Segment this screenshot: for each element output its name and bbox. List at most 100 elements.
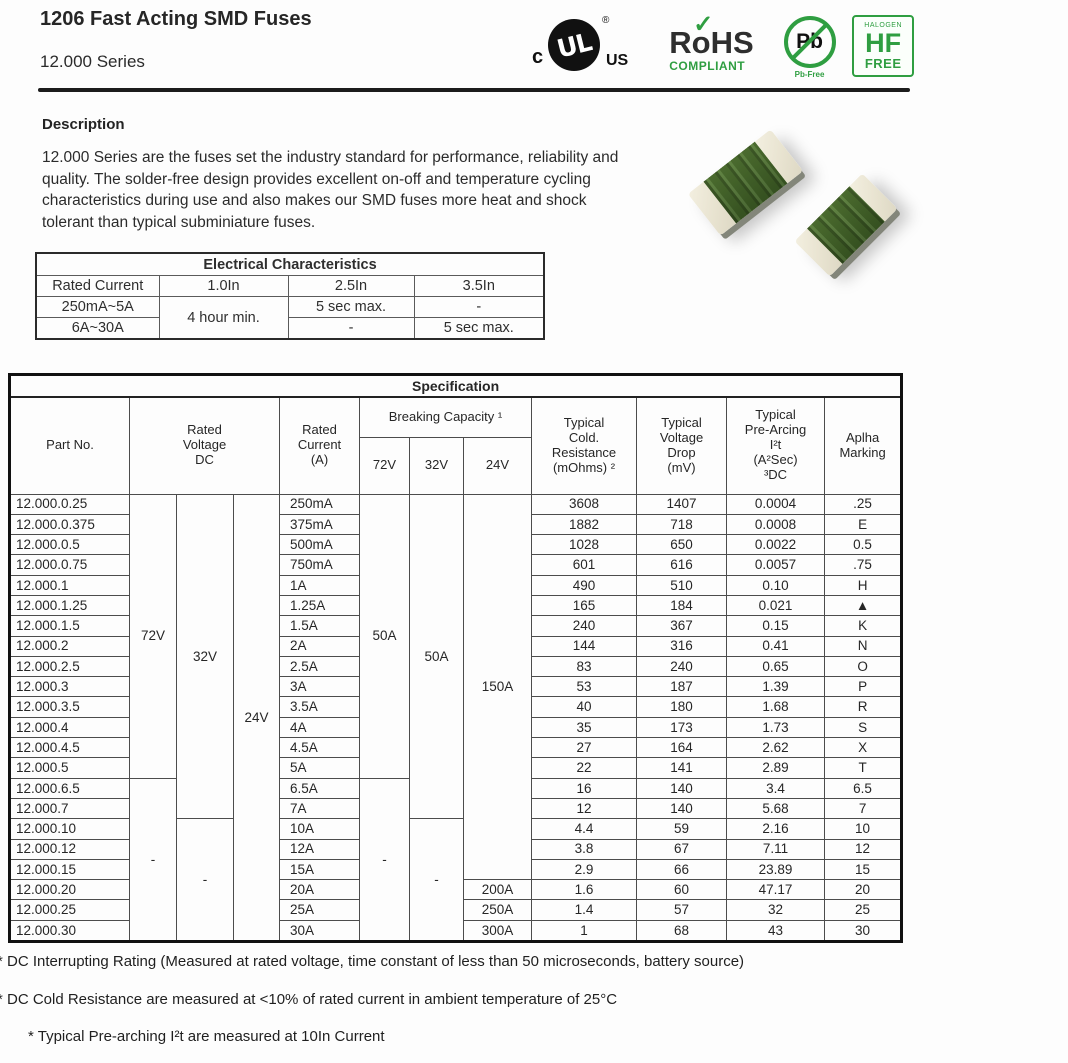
spec-row: 12.000.30 30A 300A 1 68 43 30: [9, 919, 903, 943]
alpha-marking-cell: 12: [823, 838, 903, 860]
col-header-rated-voltage: Rated Voltage DC: [129, 396, 280, 495]
pre-arcing-cell: 32: [726, 899, 825, 921]
alpha-marking-cell: 30: [823, 919, 903, 943]
pre-arcing-cell: 0.0057: [726, 554, 825, 576]
col-header-rated-current: Rated Current (A): [279, 396, 360, 495]
spec-row: 12.000.4 4A 35 173 1.73 S: [9, 716, 903, 739]
part-no-cell: 12.000.7: [9, 797, 130, 820]
part-no-cell: 12.000.0.375: [9, 513, 130, 536]
spec-row: 12.000.2 2A 144 316 0.41 N: [9, 635, 903, 657]
pre-arcing-cell: 23.89: [726, 858, 825, 881]
spec-row: 12.000.15 15A 2.9 66 23.89 15: [9, 858, 903, 881]
part-no-cell: 12.000.30: [9, 919, 130, 943]
breaking-72v-cell: -: [359, 777, 410, 943]
pre-arcing-cell: 2.16: [726, 818, 825, 840]
halogen-free-logo: HALOGEN HF FREE: [852, 15, 914, 77]
part-no-cell: 12.000.6.5: [9, 777, 130, 799]
voltage-drop-cell: 141: [636, 757, 727, 779]
cold-resistance-cell: 144: [531, 635, 637, 657]
part-no-cell: 12.000.4.5: [9, 737, 130, 759]
voltage-drop-cell: 187: [636, 676, 727, 698]
voltage-drop-cell: 367: [636, 615, 727, 637]
elec-col-2-5in: 2.5In: [287, 275, 415, 297]
elec-2-5in-cell: -: [287, 317, 415, 340]
rated-current-cell: 500mA: [279, 534, 360, 556]
pre-arcing-cell: 5.68: [726, 797, 825, 820]
rohs-compliant-label: COMPLIANT: [669, 59, 746, 73]
alpha-marking-cell: 0.5: [823, 534, 903, 556]
hf-label: HF: [865, 28, 902, 58]
col-header-cold-resistance: Typical Cold. Resistance (mOhms) ²: [531, 396, 637, 495]
cold-resistance-cell: 2.9: [531, 858, 637, 881]
part-no-cell: 12.000.20: [9, 879, 130, 901]
pre-arcing-cell: 3.4: [726, 777, 825, 799]
ul-us-label: US: [606, 52, 629, 69]
alpha-marking-cell: 20: [823, 879, 903, 901]
spec-row: 12.000.1 1A 490 510 0.10 H: [9, 574, 903, 596]
footnote-pre-arcing: * Typical Pre-arching I²t are measured a…: [28, 1028, 385, 1045]
pre-arcing-cell: 2.62: [726, 737, 825, 759]
pre-arcing-cell: 1.68: [726, 696, 825, 718]
alpha-marking-cell: 25: [823, 899, 903, 921]
alpha-marking-cell: ▲: [823, 594, 903, 617]
voltage-drop-cell: 140: [636, 797, 727, 820]
pre-arcing-cell: 0.10: [726, 574, 825, 596]
alpha-marking-cell: 7: [823, 797, 903, 820]
rated-current-cell: 30A: [279, 919, 360, 943]
part-no-cell: 12.000.2.5: [9, 655, 130, 678]
part-no-cell: 12.000.0.75: [9, 554, 130, 576]
elec-2-5in-cell: 5 sec max.: [287, 296, 415, 318]
col-header-breaking-24v: 24V: [463, 436, 532, 495]
rated-current-cell: 2.5A: [279, 655, 360, 678]
voltage-drop-cell: 67: [636, 838, 727, 860]
rated-current-cell: 3.5A: [279, 696, 360, 718]
elec-col-1-0in: 1.0In: [158, 275, 289, 297]
part-no-cell: 12.000.15: [9, 858, 130, 881]
free-label: FREE: [864, 56, 902, 71]
pre-arcing-cell: 0.65: [726, 655, 825, 678]
elec-col-rated-current: Rated Current: [35, 275, 160, 297]
pre-arcing-cell: 1.73: [726, 716, 825, 739]
pre-arcing-cell: 0.021: [726, 594, 825, 617]
rated-current-cell: 10A: [279, 818, 360, 840]
voltage-drop-cell: 240: [636, 655, 727, 678]
part-no-cell: 12.000.1.25: [9, 594, 130, 617]
halogen-label: HALOGEN: [864, 22, 903, 29]
footnote-dc-interrupting: * DC Interrupting Rating (Measured at ra…: [0, 953, 745, 970]
smd-fuse-image-left: [687, 129, 804, 236]
alpha-marking-cell: X: [823, 737, 903, 759]
pre-arcing-cell: 43: [726, 919, 825, 943]
part-no-cell: 12.000.1.5: [9, 615, 130, 637]
alpha-marking-cell: E: [823, 513, 903, 536]
col-header-breaking-32v: 32V: [409, 436, 464, 495]
rated-current-cell: 750mA: [279, 554, 360, 576]
part-no-cell: 12.000.3.5: [9, 696, 130, 718]
breaking-24v-cell: 250A: [463, 899, 532, 921]
cold-resistance-cell: 165: [531, 594, 637, 617]
rated-current-cell: 3A: [279, 676, 360, 698]
breaking-72v-cell: 50A: [359, 493, 410, 779]
rated-voltage-32v-cell: 32V: [176, 493, 234, 820]
electrical-characteristics-table: Electrical Characteristics Rated Current…: [35, 252, 546, 340]
ul-c-label: c: [532, 46, 544, 68]
rated-current-cell: 7A: [279, 797, 360, 820]
rated-current-cell: 250mA: [279, 493, 360, 515]
rated-current-cell: 20A: [279, 879, 360, 901]
header-divider-rule: [38, 88, 910, 92]
lead-free-logo: Pb Pb-Free: [783, 13, 837, 79]
spec-row: 12.000.0.25 72V 32V 24V 250mA 50A 50A 150A 3608 1…: [9, 493, 903, 943]
certification-logos: c UL ® US RoHS✓ COMPLIANT Pb Pb-Free HAL…: [532, 10, 914, 82]
voltage-drop-cell: 173: [636, 716, 727, 739]
part-no-cell: 12.000.2: [9, 635, 130, 657]
ul-mark-icon: UL: [548, 19, 600, 71]
ul-registered-symbol: ®: [602, 15, 610, 26]
rohs-compliant-logo: RoHS ✓ COMPLIANT: [669, 13, 766, 77]
rated-current-cell: 1.5A: [279, 615, 360, 637]
spec-row: 12.000.25 25A 250A 1.4 57 32 25: [9, 899, 903, 921]
elec-table-title: Electrical Characteristics: [35, 252, 545, 276]
part-no-cell: 12.000.0.5: [9, 534, 130, 556]
spec-row: 12.000.3.5 3.5A 40 180 1.68 R: [9, 696, 903, 718]
pre-arcing-cell: 2.89: [726, 757, 825, 779]
alpha-marking-cell: S: [823, 716, 903, 739]
page-title: 1206 Fast Acting SMD Fuses: [40, 8, 312, 30]
